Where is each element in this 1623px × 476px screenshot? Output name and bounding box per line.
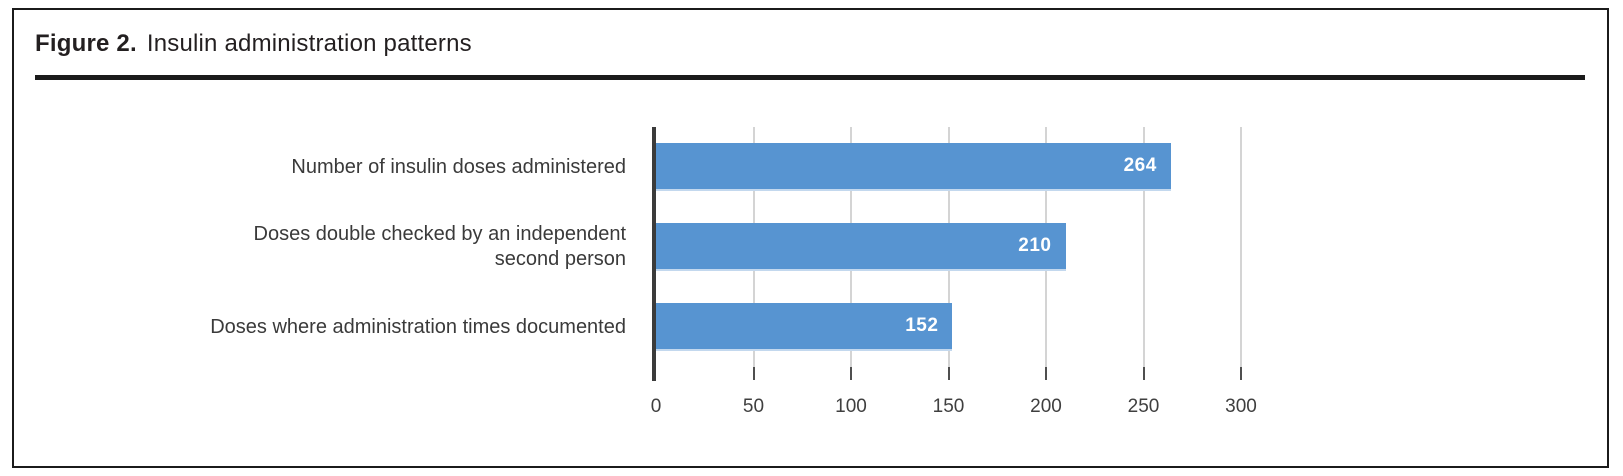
tick-label-0: 0 [650, 396, 662, 417]
bar-row-1: 210 [656, 207, 1241, 287]
tick-label-100: 100 [835, 396, 867, 417]
category-label-1: Doses double checked by an independent s… [253, 223, 627, 270]
gridline-250 [1142, 127, 1145, 367]
tick-200 [1045, 367, 1047, 380]
bar-value-label-0: 264 [1123, 155, 1157, 176]
bar-1: 210 [656, 223, 1066, 271]
category-label-2: Doses where administration times documen… [210, 315, 626, 338]
tick-100 [850, 367, 852, 380]
figure-title-text: Insulin administration patterns [146, 30, 472, 57]
bar-row-2: 152 [656, 287, 1241, 367]
bar-value-label-2: 152 [905, 315, 939, 336]
tick-300 [1240, 367, 1242, 380]
bar-chart: Number of insulin doses administered Dose… [14, 127, 1607, 420]
tick-label-250: 250 [1127, 396, 1160, 417]
bar-row-0: 264 [656, 127, 1241, 207]
title-rule [35, 75, 1585, 80]
plot-area-wrapper: 264 210 152 0 50 100 150 200 250 300 [651, 127, 1257, 420]
tick-250 [1142, 367, 1145, 380]
y-axis-line [652, 127, 656, 381]
tick-label-50: 50 [742, 396, 765, 417]
x-axis-ticks [656, 367, 1242, 381]
figure-box: Figure 2. Insulin administration patterns… [12, 8, 1609, 468]
tick-150 [947, 367, 950, 380]
bar-2: 152 [656, 303, 953, 351]
tick-label-200: 200 [1030, 396, 1062, 417]
category-labels-column: Number of insulin doses administered Dose… [14, 127, 656, 367]
x-axis-tick-labels: 0 50 100 150 200 250 300 [651, 396, 1257, 420]
category-label-0: Number of insulin doses administered [291, 155, 626, 178]
plot-area: 264 210 152 [652, 127, 1242, 381]
figure-title: Figure 2. Insulin administration patterns [35, 30, 1607, 58]
tick-50 [752, 367, 755, 380]
bar-value-label-1: 210 [1018, 235, 1052, 256]
figure-number-label: Figure 2. [35, 30, 137, 57]
bar-0: 264 [656, 143, 1171, 191]
tick-label-300: 300 [1225, 396, 1257, 417]
gridline-300 [1240, 127, 1242, 367]
tick-label-150: 150 [932, 396, 965, 417]
